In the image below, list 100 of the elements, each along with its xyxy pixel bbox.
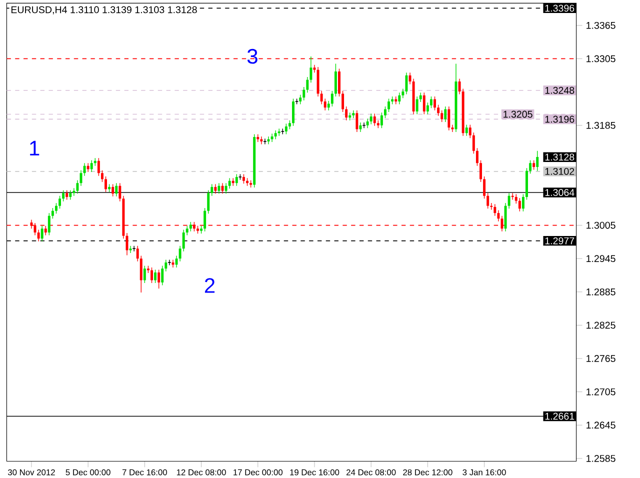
ref-line-label: 1.3196: [545, 116, 574, 123]
candlestick: [292, 98, 294, 126]
candlestick: [494, 204, 496, 216]
y-tick-label: 1.2585: [586, 455, 616, 462]
y-tick-label: 1.2945: [586, 255, 616, 262]
candlestick: [207, 190, 210, 214]
candlestick: [158, 269, 160, 289]
ref-line-label: 1.3248: [545, 86, 574, 94]
candlestick: [76, 180, 79, 194]
candlestick: [270, 133, 274, 142]
candlestick: [334, 63, 337, 97]
candlestick: [313, 64, 316, 73]
candlestick: [263, 138, 267, 145]
candlestick: [380, 112, 383, 128]
candlestick: [44, 225, 47, 236]
chart-title: EURUSD,H4 1.3110 1.3139 1.3103 1.3128: [11, 6, 197, 14]
candlestick: [104, 176, 107, 192]
candlestick: [405, 72, 408, 95]
text: 1.3128: [545, 154, 574, 161]
candlestick: [51, 208, 54, 219]
candlestick: [468, 124, 472, 138]
candlestick: [69, 190, 72, 200]
candlestick: [362, 122, 366, 128]
candlestick: [83, 162, 86, 176]
x-tick-label: 17 Dec 00:00: [234, 469, 283, 476]
x-tick-label: 5 Dec 00:00: [66, 469, 110, 476]
candlestick: [112, 184, 114, 197]
ref-line-label: 1.3064: [545, 189, 574, 196]
y-tick-label: 1.2645: [586, 422, 616, 429]
candlestick: [384, 106, 386, 118]
candlestick: [437, 104, 440, 116]
candlestick: [168, 259, 172, 266]
x-tick-label: 30 Nov 2012: [8, 469, 55, 476]
candlestick: [86, 162, 90, 172]
candlestick: [218, 182, 220, 194]
annotation: 1: [30, 140, 40, 156]
y-tick-label: 1.3305: [586, 55, 616, 62]
candlestick: [62, 190, 65, 202]
ref-line-label: 1.3102: [545, 168, 574, 175]
candlestick: [472, 132, 475, 154]
y-tick-label: 1.3005: [586, 222, 616, 229]
candlestick: [172, 259, 174, 268]
candlestick: [129, 245, 132, 254]
candlestick: [419, 92, 422, 102]
candlestick: [189, 222, 192, 232]
candlestick: [299, 94, 302, 105]
candlestick: [228, 178, 231, 189]
candlestick: [338, 68, 340, 97]
candlestick: [536, 150, 539, 172]
candlestick: [260, 136, 263, 145]
candlestick: [345, 106, 348, 121]
candlestick: [58, 196, 62, 209]
candlestick: [370, 113, 372, 125]
candlestick: [422, 92, 426, 115]
candlestick: [476, 148, 478, 166]
candlestick: [242, 174, 245, 184]
candlestick: [66, 190, 68, 200]
candlestick: [204, 208, 206, 232]
candlestick: [97, 158, 100, 176]
x-tick-label: 24 Dec 08:00: [346, 469, 396, 476]
candlestick: [40, 225, 44, 242]
candlestick: [359, 122, 362, 132]
candlestick: [330, 90, 334, 107]
candlestick: [434, 96, 436, 111]
ref-line-label: 1.3396: [545, 4, 574, 12]
candlestick: [416, 96, 418, 115]
x-tick-label: 28 Dec 12:00: [403, 469, 452, 476]
y-tick-label: 1.2705: [586, 388, 616, 396]
candlestick: [532, 160, 536, 170]
candlestick: [284, 123, 288, 135]
candlestick: [511, 192, 514, 200]
candlestick: [356, 110, 358, 132]
x-tick-label: 7 Dec 16:00: [122, 469, 167, 476]
candlestick: [136, 245, 139, 262]
candlestick: [444, 106, 447, 122]
y-tick-label: 1.2765: [586, 355, 616, 362]
candlestick: [267, 136, 270, 145]
candlestick: [140, 255, 142, 293]
ref-line-label: 1.3205: [504, 110, 532, 118]
candlestick: [324, 98, 326, 111]
candlestick: [426, 102, 429, 115]
y-tick-label: 1.2885: [586, 288, 616, 296]
candlestick: [529, 160, 532, 174]
ref-line-label: 1.2977: [545, 237, 574, 244]
candlestick: [388, 98, 390, 112]
candlestick: [48, 212, 50, 236]
candlestick: [465, 124, 468, 136]
annotation: 3: [247, 48, 258, 64]
candlestick: [448, 106, 450, 131]
y-tick-label: 1.3185: [586, 122, 616, 129]
x-tick-label: 19 Dec 16:00: [290, 469, 340, 476]
x-tick-label: 3 Jan 16:00: [462, 469, 506, 476]
candlestick: [143, 265, 146, 284]
candlestick: [480, 160, 482, 182]
candlestick: [398, 92, 401, 105]
candlestick: [302, 86, 306, 101]
candlestick: [115, 182, 118, 197]
candlestick: [55, 202, 58, 214]
candlestick: [164, 259, 168, 272]
x-tick-label: 12 Dec 08:00: [176, 469, 226, 476]
